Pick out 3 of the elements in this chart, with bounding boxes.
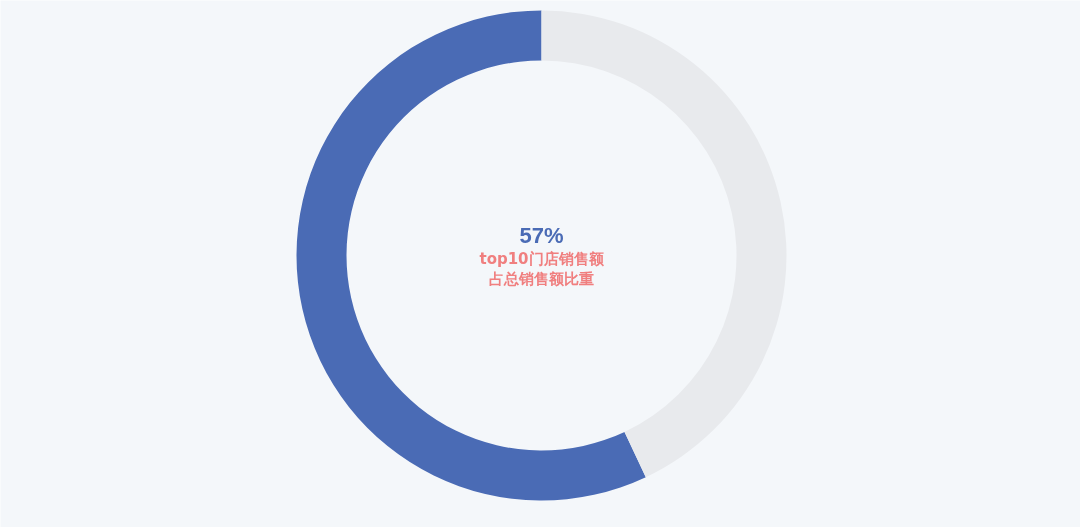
text: 占总销售额比重 bbox=[489, 269, 594, 288]
data-label: 57% bbox=[519, 223, 564, 248]
text: top10门店销售额 bbox=[479, 249, 605, 268]
